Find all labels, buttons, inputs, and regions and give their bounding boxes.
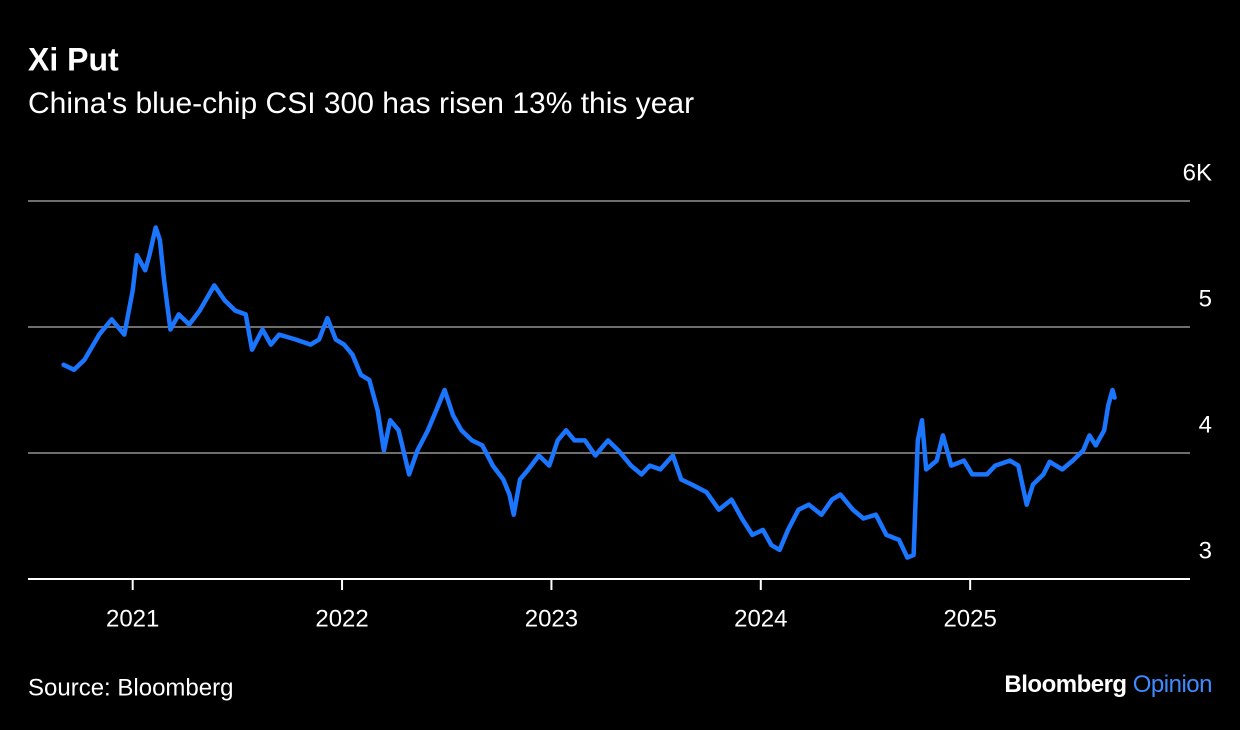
brand-suffix: Opinion — [1133, 671, 1212, 698]
x-tick-label: 2022 — [315, 605, 368, 632]
x-tick-label: 2025 — [943, 605, 996, 632]
y-tick-label: 3 — [1199, 537, 1212, 564]
x-tick-label: 2024 — [734, 605, 787, 632]
brand-name: Bloomberg — [1004, 671, 1126, 698]
chart-title: Xi Put — [28, 41, 119, 77]
x-tick-label: 2021 — [106, 605, 159, 632]
line-series — [61, 225, 1117, 560]
y-tick-label: 4 — [1199, 411, 1212, 438]
source: Source: Bloomberg — [28, 674, 233, 701]
y-tick-label: 5 — [1199, 285, 1212, 312]
y-tick-label: 6K — [1183, 159, 1212, 186]
x-tick-label: 2023 — [525, 605, 578, 632]
brand: Bloomberg Opinion — [1004, 671, 1212, 698]
chart-subtitle: China's blue-chip CSI 300 has risen 13% … — [28, 87, 694, 120]
